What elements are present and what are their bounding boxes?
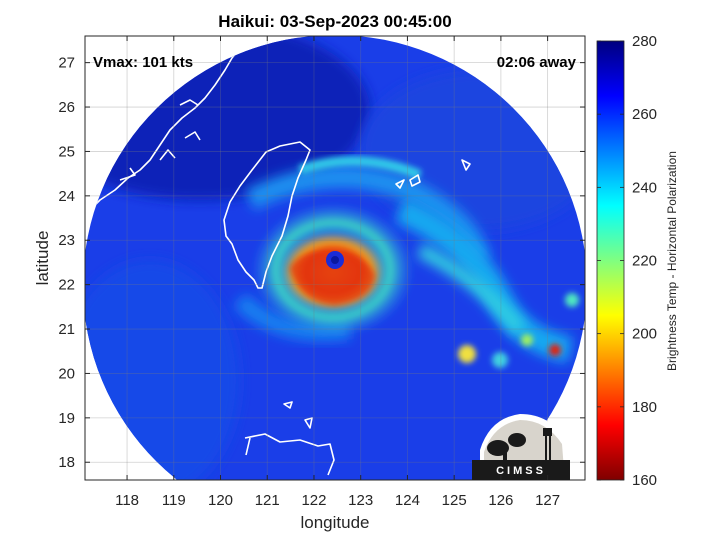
x-tick-label: 124	[395, 492, 420, 509]
coastlines	[85, 47, 585, 476]
x-axis-label: longitude	[300, 513, 369, 532]
y-tick-label: 25	[58, 143, 75, 160]
colorbar-tick-label: 240	[632, 179, 657, 196]
y-tick-label: 23	[58, 232, 75, 249]
x-axis: 118 119 120 121 122 123 124 125 126 127	[115, 36, 560, 509]
chart-title: Haikui: 03-Sep-2023 00:45:00	[218, 12, 451, 31]
x-tick-label: 127	[535, 492, 560, 509]
x-tick-label: 118	[115, 492, 139, 509]
y-tick-label: 24	[58, 188, 75, 205]
y-axis: 18 19 20 21 22 23 24 25 26 27	[58, 55, 585, 471]
x-tick-label: 119	[162, 492, 186, 509]
colorbar-tick-label: 260	[632, 106, 657, 123]
y-tick-label: 26	[58, 99, 75, 116]
x-tick-label: 121	[255, 492, 280, 509]
y-axis-label: latitude	[33, 231, 52, 286]
colorbar-tick-label: 280	[632, 33, 657, 50]
cimss-logo: CIMSS	[472, 414, 570, 480]
y-tick-label: 20	[58, 365, 75, 382]
cimss-logo-text: CIMSS	[496, 465, 546, 477]
colorbar-scale	[596, 40, 625, 481]
x-tick-label: 125	[442, 492, 467, 509]
y-tick-label: 22	[58, 277, 75, 294]
colorbar-label: Brightness Temp - Horizontal Polarizatio…	[665, 151, 679, 371]
colorbar-tick-label: 160	[632, 472, 657, 489]
y-tick-label: 21	[58, 321, 75, 338]
time-away-label: 02:06 away	[497, 54, 577, 71]
y-tick-label: 27	[58, 55, 75, 72]
vmax-label: Vmax: 101 kts	[93, 54, 193, 71]
colorbar: 160 180 200 220 240 260 280 Brightness Temp - …	[596, 33, 679, 489]
x-tick-label: 120	[208, 492, 233, 509]
grid-lines	[85, 36, 585, 480]
plot-area	[85, 36, 585, 480]
colorbar-tick-label: 180	[632, 399, 657, 416]
y-tick-label: 18	[58, 454, 75, 471]
x-tick-label: 123	[348, 492, 373, 509]
y-tick-label: 19	[58, 410, 75, 427]
colorbar-tick-label: 200	[632, 326, 657, 343]
taiwan-outline	[223, 141, 311, 289]
x-tick-label: 122	[301, 492, 326, 509]
colorbar-tick-label: 220	[632, 253, 657, 270]
axes-box	[84, 35, 586, 481]
x-tick-label: 126	[488, 492, 513, 509]
